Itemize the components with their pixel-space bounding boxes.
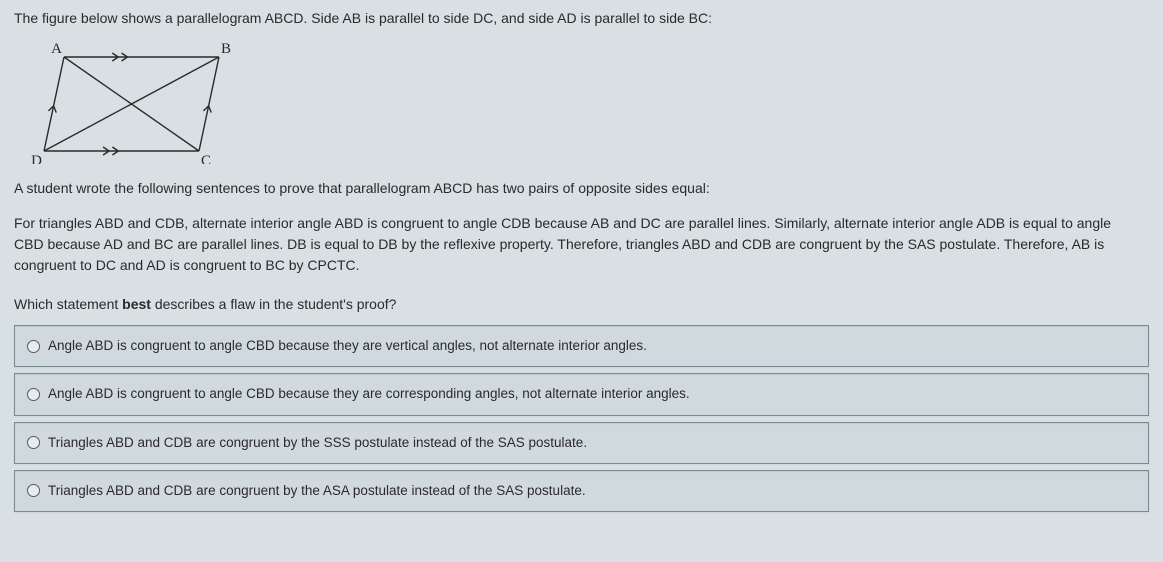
prompt-pre: Which statement (14, 296, 122, 312)
figure-wrap: A B C D (14, 39, 1149, 164)
question-prompt: Which statement best describes a flaw in… (14, 294, 1149, 315)
radio-icon (27, 388, 40, 401)
prompt-post: describes a flaw in the student's proof? (151, 296, 396, 312)
svg-text:D: D (31, 153, 42, 164)
parallelogram-figure: A B C D (14, 39, 244, 164)
radio-icon (27, 436, 40, 449)
question-container: The figure below shows a parallelogram A… (0, 0, 1163, 526)
radio-icon (27, 340, 40, 353)
option-2-text: Angle ABD is congruent to angle CBD beca… (48, 384, 1136, 404)
options-list: Angle ABD is congruent to angle CBD beca… (14, 325, 1149, 512)
option-2[interactable]: Angle ABD is congruent to angle CBD beca… (14, 373, 1149, 415)
svg-text:C: C (201, 153, 211, 164)
option-4-text: Triangles ABD and CDB are congruent by t… (48, 481, 1136, 501)
svg-text:A: A (51, 41, 62, 57)
proof-body: For triangles ABD and CDB, alternate int… (14, 213, 1144, 276)
prompt-bold: best (122, 296, 151, 312)
question-stem: The figure below shows a parallelogram A… (14, 8, 1149, 29)
option-3-text: Triangles ABD and CDB are congruent by t… (48, 433, 1136, 453)
svg-text:B: B (221, 41, 231, 57)
option-4[interactable]: Triangles ABD and CDB are congruent by t… (14, 470, 1149, 512)
proof-intro: A student wrote the following sentences … (14, 178, 1149, 199)
option-1[interactable]: Angle ABD is congruent to angle CBD beca… (14, 325, 1149, 367)
option-3[interactable]: Triangles ABD and CDB are congruent by t… (14, 422, 1149, 464)
radio-icon (27, 484, 40, 497)
option-1-text: Angle ABD is congruent to angle CBD beca… (48, 336, 1136, 356)
